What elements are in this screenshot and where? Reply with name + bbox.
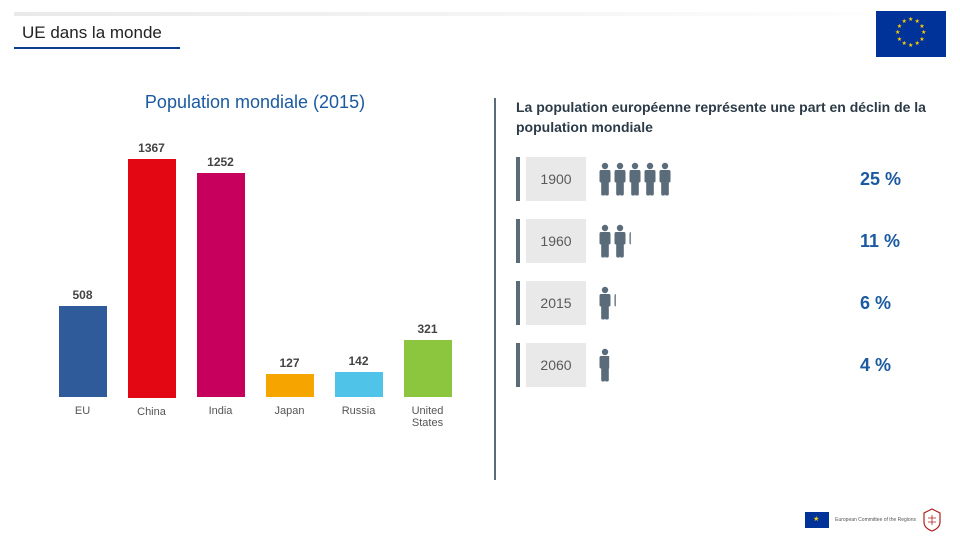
row-percentage: 4 %	[860, 355, 930, 376]
mini-eu-flag-icon	[805, 512, 829, 528]
bar-group: 508 EU	[48, 141, 117, 431]
row-year: 2060	[526, 343, 586, 387]
bar-group: 142 Russia	[324, 141, 393, 431]
bar	[128, 159, 176, 398]
left-panel: Population mondiale (2015) 508 EU 1367 Chin…	[0, 80, 490, 520]
bar-group: 127 Japan	[255, 141, 324, 431]
content-area: Population mondiale (2015) 508 EU 1367 Chin…	[0, 80, 960, 520]
right-panel: La population européenne représente une …	[500, 80, 960, 520]
bar	[335, 372, 383, 397]
bar	[266, 374, 314, 397]
bar	[197, 173, 245, 397]
person-icon	[628, 162, 642, 196]
row-people	[598, 162, 746, 196]
row-marker	[516, 157, 520, 201]
page-title-tab: UE dans la monde	[14, 17, 180, 49]
decline-list: 1900 25 % 1960	[516, 155, 930, 389]
decline-row: 1900 25 %	[516, 155, 930, 203]
footer-label: European Committee of the Regions	[835, 518, 916, 523]
bar	[59, 306, 107, 397]
bar-group: 1252 India	[186, 141, 255, 431]
person-icon	[628, 224, 642, 258]
row-percentage: 25 %	[860, 169, 930, 190]
person-icon	[613, 162, 627, 196]
decline-row: 2060 4 %	[516, 341, 930, 389]
row-marker	[516, 281, 520, 325]
row-year: 1960	[526, 219, 586, 263]
header-bar: UE dans la monde ★★★★★★★★★★★★	[0, 5, 960, 57]
bar-label: EU	[53, 405, 113, 431]
person-icon	[613, 224, 627, 258]
bar-label: India	[191, 405, 251, 431]
row-people	[598, 224, 746, 258]
person-icon	[613, 286, 627, 320]
footer-logo: European Committee of the Regions	[805, 508, 942, 532]
panel-divider	[494, 98, 496, 480]
row-people	[598, 348, 746, 382]
bar-group: 1367 China	[117, 141, 186, 431]
decline-row: 1960 11 %	[516, 217, 930, 265]
row-people	[598, 286, 746, 320]
decline-title: La population européenne représente une …	[516, 98, 930, 137]
person-icon	[658, 162, 672, 196]
bar-chart: 508 EU 1367 China 1252 India 127 Japan 142 Russia…	[40, 141, 470, 431]
person-icon	[598, 348, 612, 382]
bar-label: Japan	[260, 405, 320, 431]
seal-icon	[922, 508, 942, 532]
bar-value: 127	[279, 356, 299, 370]
bar-value: 1252	[207, 155, 234, 169]
person-icon	[598, 224, 612, 258]
person-icon	[598, 286, 612, 320]
bar-value: 1367	[138, 141, 165, 155]
bar-label: Russia	[329, 405, 389, 431]
chart-title: Population mondiale (2015)	[40, 92, 470, 113]
bar-group: 321 United States	[393, 141, 462, 431]
person-icon	[643, 162, 657, 196]
eu-flag-stars: ★★★★★★★★★★★★	[896, 19, 926, 49]
row-year: 1900	[526, 157, 586, 201]
decline-row: 2015 6 %	[516, 279, 930, 327]
bar-label: China	[122, 406, 182, 431]
eu-flag: ★★★★★★★★★★★★	[876, 11, 946, 57]
row-percentage: 11 %	[860, 231, 930, 252]
person-icon	[598, 162, 612, 196]
bar-value: 142	[348, 354, 368, 368]
row-year: 2015	[526, 281, 586, 325]
row-marker	[516, 343, 520, 387]
bar-label: United States	[398, 405, 458, 431]
row-marker	[516, 219, 520, 263]
bar	[404, 340, 452, 397]
bar-value: 508	[72, 288, 92, 302]
page-title: UE dans la monde	[22, 23, 162, 42]
row-percentage: 6 %	[860, 293, 930, 314]
bar-value: 321	[417, 322, 437, 336]
